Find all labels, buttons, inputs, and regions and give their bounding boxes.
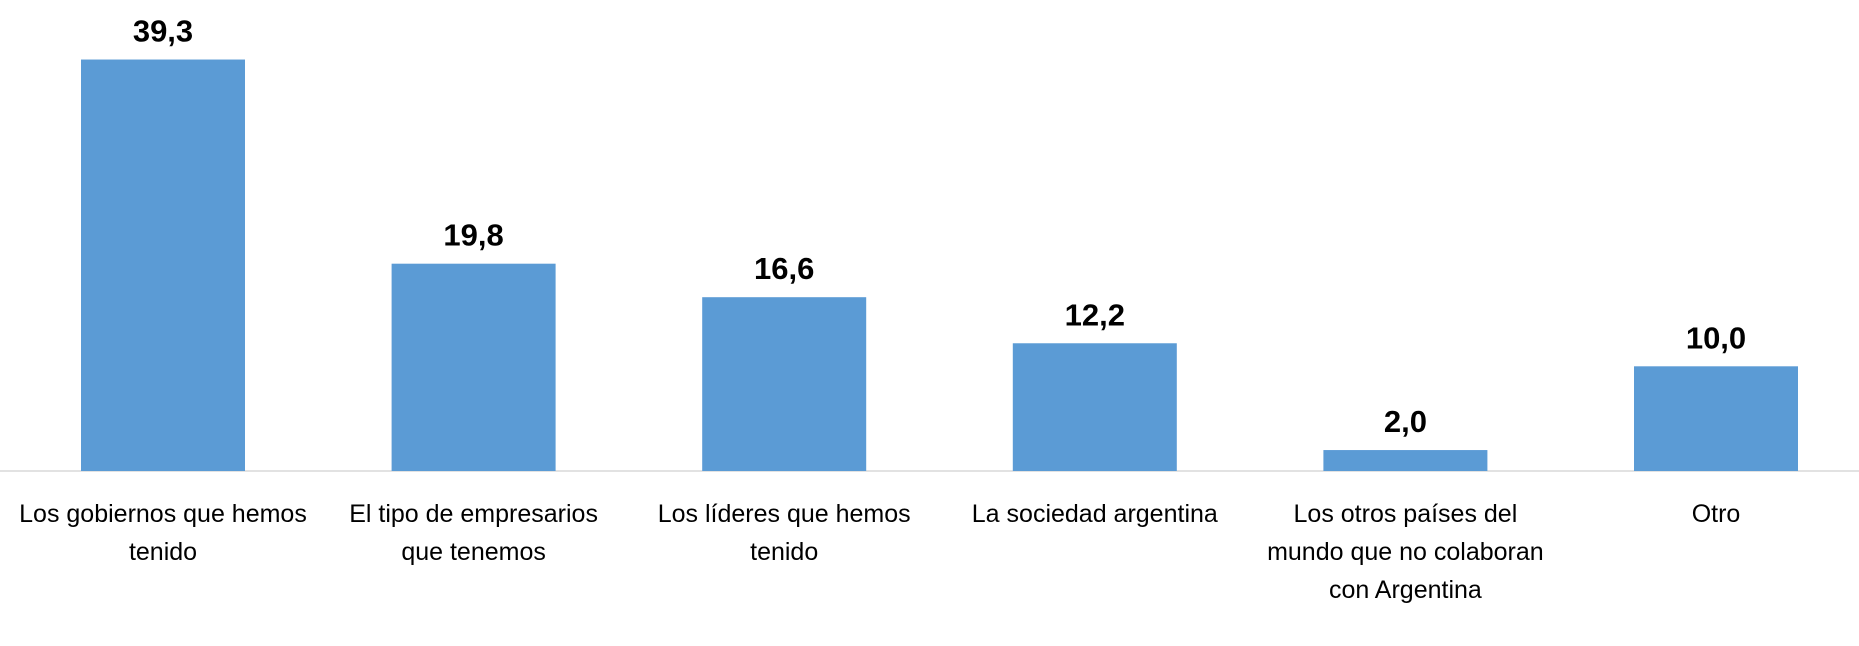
value-label: 16,6 [754, 251, 814, 286]
value-label: 12,2 [1065, 297, 1125, 332]
bar [1012, 343, 1177, 471]
x-tick-label: La sociedad argentina [971, 500, 1218, 528]
bar [391, 263, 556, 471]
bar [81, 59, 245, 472]
value-label: 19,8 [443, 218, 503, 253]
bar [1634, 366, 1798, 471]
x-tick-label: Los gobiernos que hemos tenido [19, 500, 307, 566]
value-label: 10,0 [1686, 320, 1746, 355]
value-label: 39,3 [133, 14, 193, 49]
x-tick-label: El tipo de empresarios que tenemos [349, 500, 598, 566]
bar [1323, 450, 1488, 471]
x-tick-label: Otro [1691, 500, 1741, 528]
value-label: 2,0 [1384, 404, 1427, 439]
bar [702, 297, 867, 471]
x-tick-label: Los líderes que hemos tenido [657, 500, 911, 566]
x-tick-label: Los otros países del mundo que no colabo… [1267, 500, 1544, 604]
